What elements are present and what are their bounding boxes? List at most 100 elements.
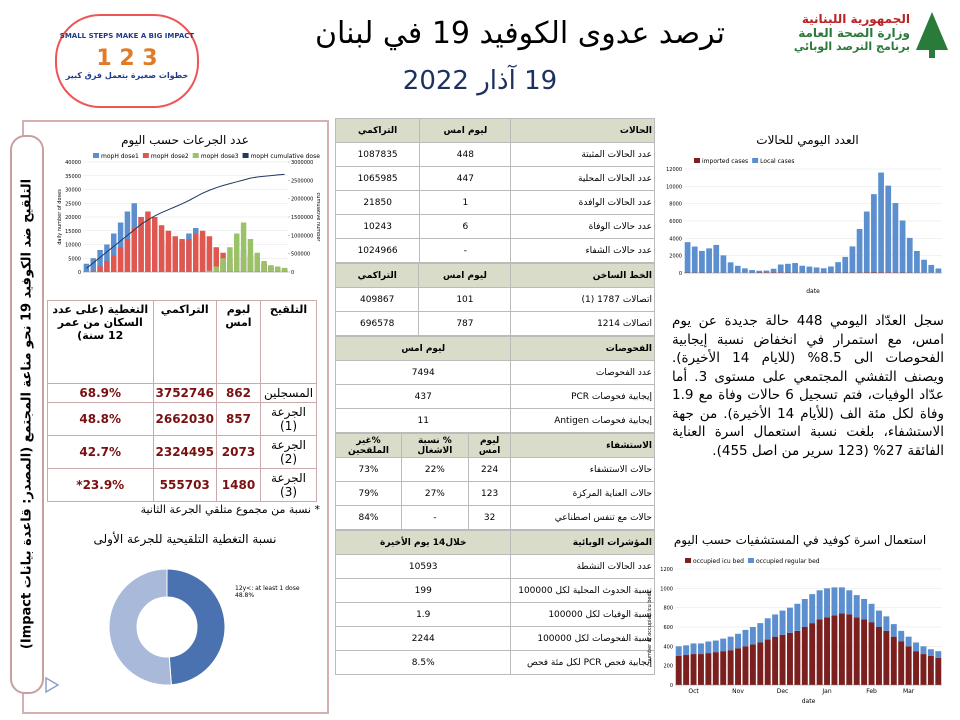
bar [720,651,727,685]
x-tick-label: Jan [821,688,831,695]
bar [801,598,808,627]
row: نسبة الفحوصات لكل 100000 2244 [334,626,655,651]
cell: 101 [418,287,512,312]
section-table: المؤشرات الوبائية خلال14 يوم الأخيرة عدد ا… [334,530,655,675]
cell: 555703 [152,468,217,502]
cell: عدد الحالات الوافدة [510,190,655,215]
cell: الجرعة (2) [260,435,317,469]
bar [799,265,806,273]
bar [842,256,849,273]
cell: 1.9 [334,602,512,627]
bar [824,588,831,618]
cell: عدد الحالات النشطة [510,554,655,579]
vaccine-table: التلقيح لبوم امس التراكمي التغطية (على عدد … [47,300,317,502]
side-pill: التلقيح ضد الكوفيد 19 نحو مناعة المجتمع … [10,135,44,694]
bar [828,266,834,273]
donut-slice [108,568,172,686]
bar [786,632,793,685]
cell: 1 [419,190,512,215]
bar [838,587,845,614]
bar [756,270,763,273]
bar [158,225,165,272]
chart-title: العدد اليومي للحالات [756,133,859,147]
bar [220,258,226,272]
summary: سجل العدّاد اليومي 448 حالة جديدة عن يوم… [672,313,944,459]
legend-label: occupied icu bed [693,558,744,565]
header-cell: الفحوصات [510,336,655,361]
cell: 2662030 [152,402,217,436]
bar [905,646,912,685]
row: إيجابية فحوصات PCR 437 [334,384,655,409]
cell: الجرعة (3) [260,468,317,502]
bar [713,244,720,273]
bar [111,233,117,272]
bar [777,264,784,273]
y-tick-label: 800 [663,606,673,612]
side-label: التلقيح ضد الكوفيد 19 نحو مناعة المجتمع … [19,178,35,650]
cell: 1024966 [334,238,421,263]
row: اتصالات 1214 787 696578 [334,311,655,336]
cell: - [419,238,512,263]
y-tick-label: 0 [78,270,81,276]
bar [871,272,877,273]
cell: 409867 [334,287,420,312]
bar [920,646,927,655]
bar [97,266,103,272]
bar [213,266,219,272]
header-cell: المؤشرات الوبائية [510,530,655,555]
bar [675,656,682,685]
header-cell: التلقيح [260,300,317,384]
header-cell: لبوم امس [215,300,262,384]
header-cell: التغطية (على عدد السكان من عمر 12 سنة) [47,300,154,384]
section-table: الفحوصات ليوم امس عدد الفحوصات 7494 إيجابية … [334,336,655,433]
bar [816,619,823,685]
bar [861,598,868,620]
bar [104,244,110,272]
bar [720,255,727,273]
y-tick-label: 0 [670,683,673,689]
y2-axis-label: cumulative number [315,193,320,243]
bar [234,233,240,272]
row: عدد الفحوصات 7494 [334,360,655,385]
bar [104,261,110,272]
bar [691,246,698,273]
y-tick-label: 25000 [65,201,81,207]
bar [772,614,779,637]
y2-tick-label: 2000000 [291,197,313,203]
bar [813,267,820,273]
x-tick-label: Dec [777,688,789,695]
bar [770,268,777,273]
y2-tick-label: 3000000 [291,160,313,166]
bar [727,650,734,685]
title: ترصد عدوى الكوفيد 19 في لبنان [314,16,726,51]
bar [165,230,172,272]
bar [838,613,845,685]
bar [756,272,763,273]
coverage-chart: 12y<: at least 1 dose 48.8% [108,568,300,686]
cell: 10243 [334,214,421,239]
cell: 2073 [215,435,262,469]
header-cell: الاستشفاء [510,433,655,458]
bar [913,642,920,652]
cell: عدد الحالات المحلية [510,166,655,191]
bar [785,272,791,273]
cell: 199 [334,578,512,603]
bar [90,270,96,272]
legend-swatch [685,558,691,563]
doses-chart: 0 5000 10000 15000 20000 25000 30000 35000 40000… [57,153,320,276]
bar [770,272,777,273]
cell: 27% [400,481,469,506]
legend-swatch [93,153,99,158]
bar [712,640,719,653]
header-cell: التراكمي [152,300,217,384]
y-tick-label: 20000 [65,215,81,221]
bar [785,263,791,273]
cell: نسبة الحدوث المحلية لكل 100000 [510,578,655,603]
row: حالات مع تنفس اصطناعي 32-84% [335,505,655,530]
header-row: التلقيح لبوم امس التراكمي التغطية (على عدد … [47,300,317,384]
bar [842,272,849,273]
bar [779,610,786,635]
legend-swatch [142,153,149,158]
cell: 862 [215,383,262,403]
bar [193,233,199,272]
